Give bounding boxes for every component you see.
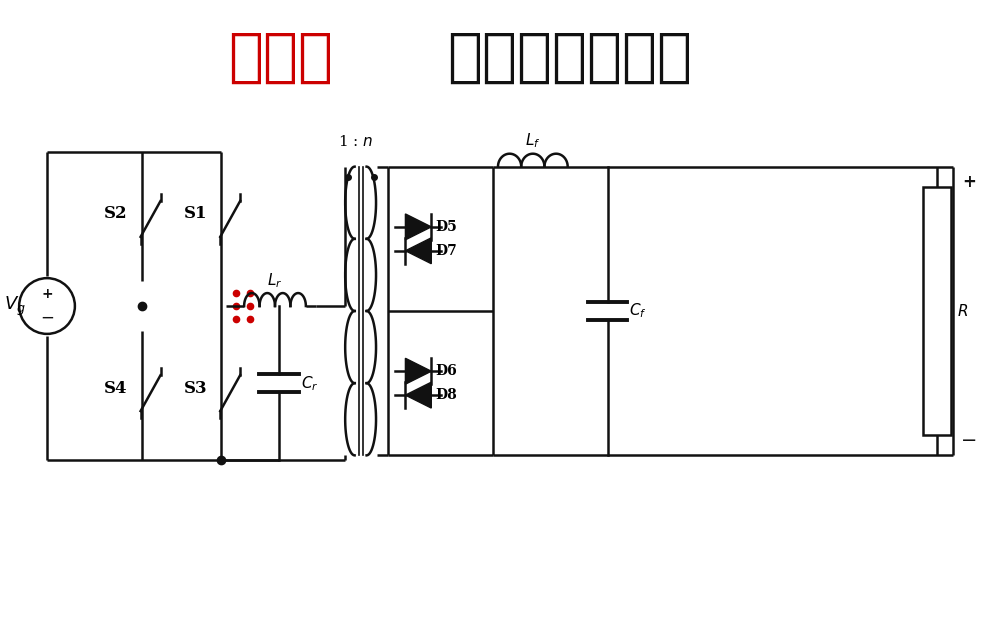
Text: S1: S1 <box>184 206 208 222</box>
Text: S3: S3 <box>184 379 208 397</box>
Text: D8: D8 <box>435 388 457 402</box>
Text: （串）: （串） <box>228 29 334 86</box>
Text: 并联谐振变换器: 并联谐振变换器 <box>447 29 692 86</box>
Polygon shape <box>405 358 431 384</box>
Text: 1 : $n$: 1 : $n$ <box>338 134 373 148</box>
Text: +: + <box>41 287 53 301</box>
Polygon shape <box>405 382 431 408</box>
Text: S2: S2 <box>104 206 128 222</box>
Text: D7: D7 <box>435 244 457 258</box>
Text: −: − <box>40 309 54 327</box>
Text: $C_f$: $C_f$ <box>630 302 647 320</box>
Text: D6: D6 <box>435 365 457 378</box>
Text: +: + <box>962 173 976 191</box>
Text: $L_r$: $L_r$ <box>267 271 283 290</box>
Text: S4: S4 <box>104 379 128 397</box>
Polygon shape <box>405 238 431 264</box>
Text: $R$: $R$ <box>957 303 968 319</box>
Polygon shape <box>405 214 431 240</box>
Text: −: − <box>960 431 977 450</box>
Text: $C_r$: $C_r$ <box>301 374 319 392</box>
Bar <box>923 186 951 435</box>
Text: $V_g$: $V_g$ <box>4 294 26 317</box>
Text: $L_f$: $L_f$ <box>525 131 540 150</box>
Text: D5: D5 <box>435 220 457 234</box>
